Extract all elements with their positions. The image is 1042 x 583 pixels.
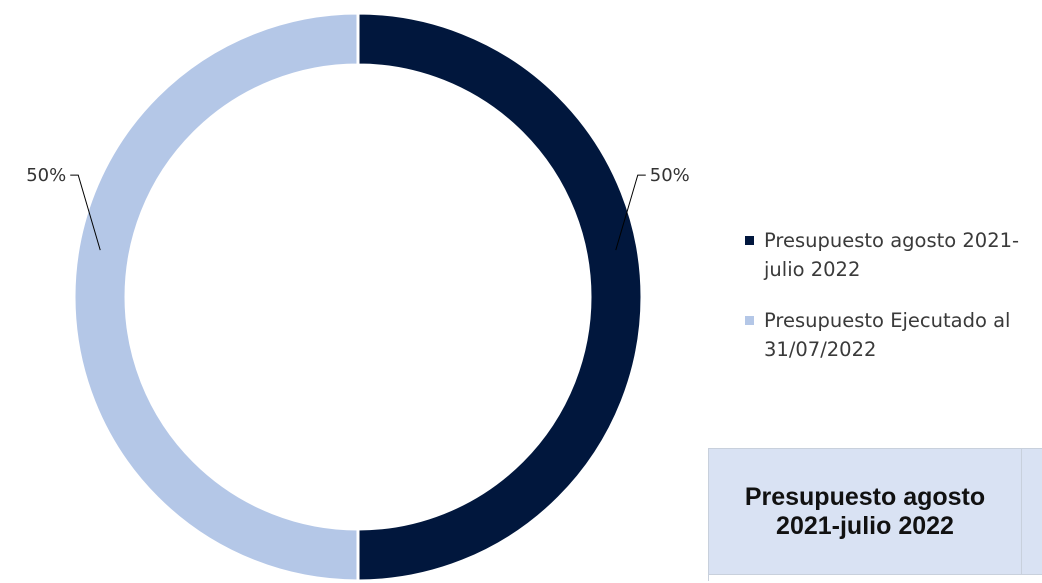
slice-1[interactable]: [72, 11, 360, 581]
legend-label-ejecutado: Presupuesto Ejecutado al 31/07/2022: [764, 309, 1011, 361]
table-header-text: Presupuesto agosto 2021-julio 2022: [744, 482, 986, 540]
leader-line-0: [615, 174, 646, 251]
legend-item-ejecutado[interactable]: Presupuesto Ejecutado al 31/07/2022: [745, 306, 1042, 364]
leader-line-1: [70, 174, 101, 251]
chart-legend: Presupuesto agosto 2021-julio 2022 Presu…: [745, 226, 1042, 386]
table-header-next-cell: [1022, 449, 1042, 574]
data-label-1: 50%: [26, 165, 66, 186]
legend-swatch-ejecutado: [745, 316, 754, 325]
slice-0[interactable]: [356, 11, 644, 581]
legend-swatch-presupuesto: [745, 236, 754, 245]
table-header-cell: Presupuesto agosto 2021-julio 2022: [709, 449, 1022, 574]
legend-label-presupuesto: Presupuesto agosto 2021-julio 2022: [764, 229, 1020, 281]
budget-table: Presupuesto agosto 2021-julio 2022: [708, 448, 1042, 583]
table-row: [709, 574, 1042, 583]
data-label-0: 50%: [650, 165, 690, 186]
legend-item-presupuesto[interactable]: Presupuesto agosto 2021-julio 2022: [745, 226, 1042, 284]
